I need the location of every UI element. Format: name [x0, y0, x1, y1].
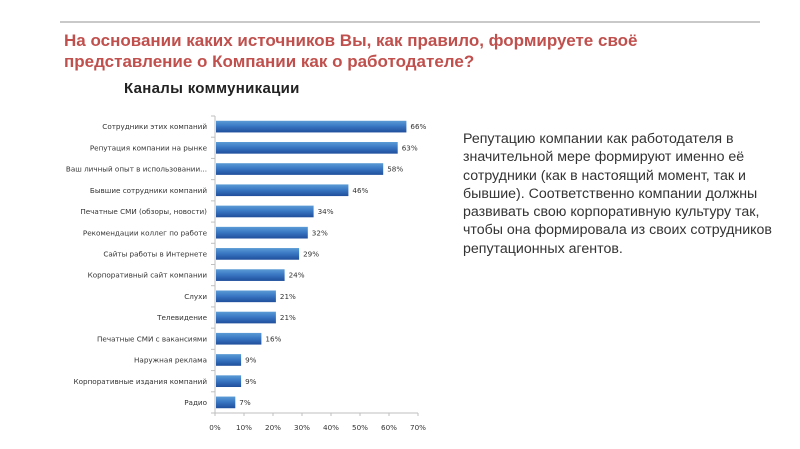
category-label: Телевидение	[156, 313, 207, 322]
x-tick-label: 0%	[209, 423, 221, 432]
category-label: Ваш личный опыт в использовании...	[66, 165, 207, 174]
value-label: 63%	[402, 143, 418, 152]
slide-title: На основании каких источников Вы, как пр…	[64, 31, 638, 71]
category-label: Печатные СМИ (обзоры, новости)	[80, 207, 207, 216]
value-label: 21%	[280, 313, 296, 322]
category-label: Репутация компании на рынке	[90, 143, 208, 152]
x-tick-label: 20%	[265, 423, 281, 432]
value-label: 66%	[410, 122, 426, 131]
category-label: Рекомендации коллег по работе	[83, 228, 208, 237]
category-label: Бывшие сотрудники компаний	[90, 186, 207, 195]
bar	[216, 375, 242, 388]
category-label: Радио	[184, 398, 207, 407]
value-label: 46%	[352, 186, 368, 195]
value-label: 9%	[245, 356, 257, 365]
category-label: Наружная реклама	[134, 356, 207, 365]
x-tick-label: 70%	[410, 423, 426, 432]
x-tick-label: 40%	[323, 423, 339, 432]
x-tick-label: 50%	[352, 423, 368, 432]
bar	[216, 163, 384, 175]
category-label: Слухи	[184, 292, 207, 301]
x-tick-label: 60%	[381, 423, 397, 432]
value-label: 7%	[239, 398, 251, 407]
bar	[216, 269, 285, 281]
value-label: 24%	[289, 271, 305, 280]
bar	[216, 248, 300, 260]
bar	[216, 184, 349, 197]
value-label: 29%	[303, 249, 319, 258]
bar	[216, 332, 262, 345]
bar	[216, 396, 236, 409]
bar	[216, 226, 308, 239]
bar	[216, 354, 242, 366]
bar	[216, 120, 407, 133]
chart-title: Каналы коммуникации	[124, 80, 300, 97]
category-label: Сайты работы в Интернете	[103, 249, 207, 258]
value-label: 58%	[387, 165, 403, 174]
top-divider	[60, 21, 760, 23]
category-label: Печатные СМИ с вакансиями	[97, 334, 207, 343]
value-label: 16%	[265, 334, 281, 343]
reputation-note: Репутацию компании как работодателя в зн…	[463, 131, 772, 257]
bar	[216, 311, 276, 324]
bar	[216, 290, 276, 303]
x-tick-label: 10%	[236, 423, 252, 432]
category-label: Сотрудники этих компаний	[102, 122, 207, 131]
value-label: 34%	[318, 207, 334, 216]
bar	[216, 205, 314, 218]
category-label: Корпоративные издания компаний	[74, 377, 208, 386]
value-label: 9%	[245, 377, 257, 386]
category-label: Корпоративный сайт компании	[88, 271, 208, 280]
value-label: 21%	[280, 292, 296, 301]
value-label: 32%	[312, 228, 328, 237]
x-tick-label: 30%	[294, 423, 310, 432]
bar	[216, 141, 398, 154]
